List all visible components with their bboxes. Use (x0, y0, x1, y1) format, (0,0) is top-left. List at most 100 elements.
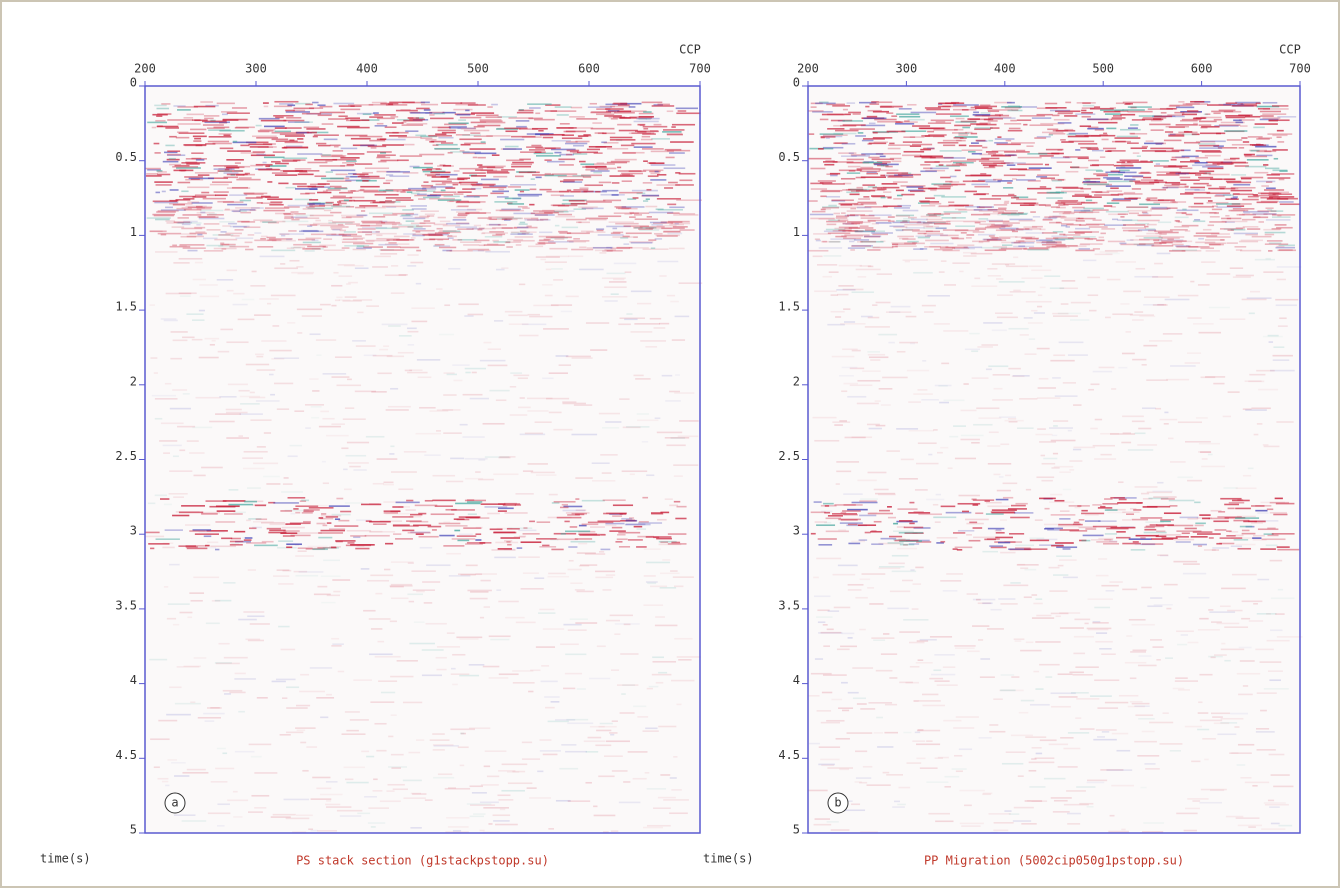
texture (385, 126, 397, 128)
texture (220, 244, 236, 246)
texture (1174, 112, 1184, 114)
texture (160, 498, 169, 500)
texture (1049, 216, 1065, 218)
texture (1233, 184, 1250, 186)
texture (943, 229, 968, 231)
texture (347, 542, 354, 544)
texture (876, 670, 893, 672)
texture (820, 191, 840, 193)
texture (392, 122, 404, 124)
texture (1008, 130, 1023, 132)
texture (1080, 728, 1095, 730)
texture (1078, 218, 1084, 220)
texture (938, 385, 947, 387)
texture (986, 369, 992, 371)
texture (429, 198, 455, 200)
texture (331, 305, 336, 307)
texture (288, 205, 313, 207)
texture (885, 704, 897, 706)
texture (155, 418, 163, 420)
texture (439, 535, 454, 537)
texture (936, 113, 961, 115)
texture (1254, 216, 1261, 218)
texture (992, 399, 1013, 401)
texture (1199, 147, 1222, 149)
texture (1253, 535, 1265, 537)
x-axis-label: CCP (679, 43, 701, 57)
texture (1208, 454, 1213, 456)
texture (217, 103, 235, 105)
texture (148, 503, 155, 505)
texture (1237, 673, 1260, 675)
texture (1248, 196, 1259, 198)
texture (609, 530, 626, 532)
texture (938, 142, 959, 144)
texture (944, 776, 959, 778)
texture (1120, 160, 1139, 162)
texture (1119, 499, 1127, 501)
texture (518, 407, 531, 409)
texture (1106, 590, 1115, 592)
texture (541, 681, 558, 683)
texture (295, 121, 313, 123)
texture (507, 239, 523, 241)
texture (1272, 216, 1291, 218)
texture (571, 541, 596, 543)
texture (345, 223, 360, 225)
texture (1216, 206, 1241, 208)
texture (551, 304, 572, 306)
texture (1175, 680, 1198, 682)
x-tick-label: 200 (134, 62, 156, 76)
texture (350, 190, 355, 192)
texture (431, 513, 455, 515)
texture (587, 149, 600, 151)
texture (1143, 822, 1164, 824)
texture (878, 334, 897, 336)
x-tick-label: 600 (578, 62, 600, 76)
texture (329, 528, 345, 530)
texture (545, 175, 567, 177)
texture (341, 215, 366, 217)
texture (254, 232, 261, 234)
texture (1044, 778, 1066, 780)
texture (1050, 287, 1064, 289)
texture (150, 230, 167, 232)
texture (1142, 731, 1155, 733)
texture (357, 312, 363, 314)
texture (1221, 162, 1246, 164)
texture (1197, 729, 1209, 731)
texture (390, 621, 397, 623)
texture (1198, 701, 1202, 703)
texture (531, 472, 555, 474)
texture (839, 769, 849, 771)
texture (1069, 469, 1074, 471)
texture (586, 201, 612, 203)
texture (433, 475, 456, 477)
texture (876, 302, 891, 304)
texture (373, 790, 383, 792)
texture (1022, 237, 1033, 239)
texture (498, 601, 518, 603)
texture (579, 161, 586, 163)
texture (1075, 113, 1095, 115)
texture (1199, 802, 1222, 804)
texture (860, 167, 873, 169)
texture (549, 248, 567, 250)
texture (847, 172, 860, 174)
texture (1193, 220, 1205, 222)
texture (1167, 114, 1183, 116)
texture (1273, 514, 1287, 516)
texture (990, 127, 999, 129)
texture (1024, 203, 1039, 205)
texture (211, 781, 228, 783)
texture (501, 267, 508, 269)
texture (603, 200, 621, 202)
texture (227, 150, 251, 152)
texture (988, 813, 1010, 815)
texture (862, 370, 881, 372)
texture (860, 265, 872, 267)
texture (1067, 813, 1081, 815)
texture (501, 790, 525, 792)
texture (573, 189, 588, 191)
texture (920, 201, 939, 203)
